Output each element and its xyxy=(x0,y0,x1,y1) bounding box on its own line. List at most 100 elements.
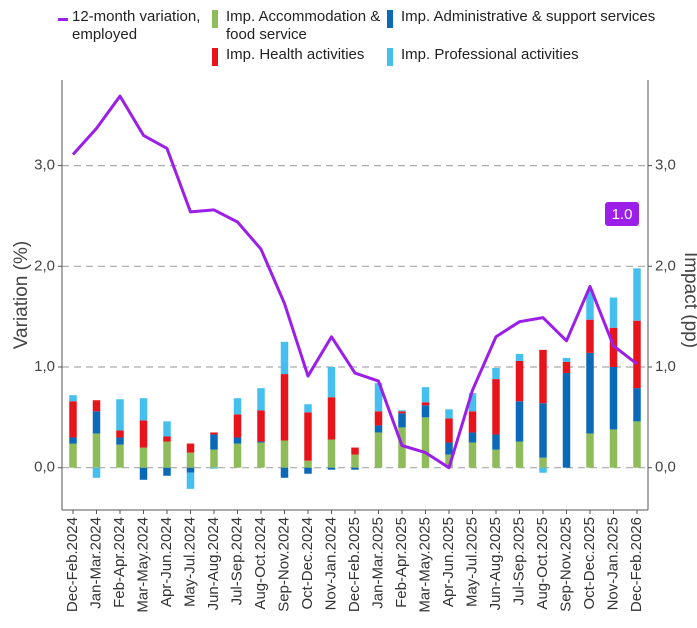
bar xyxy=(163,441,171,468)
x-tick-label: Jan-Mar.2024 xyxy=(87,517,104,609)
x-tick-label: Oct-Dec.2024 xyxy=(299,517,316,610)
bar xyxy=(586,433,594,468)
bar xyxy=(139,467,148,480)
x-tick-label: Mar-May.2025 xyxy=(416,517,433,613)
bar xyxy=(515,441,524,468)
bar xyxy=(257,441,265,443)
x-tick-label: Aug-Oct.2024 xyxy=(252,517,269,610)
bar xyxy=(92,467,101,478)
bar xyxy=(515,401,524,442)
bar xyxy=(116,430,124,438)
legend-label: 12-month variation, employed xyxy=(72,8,201,43)
bar xyxy=(398,410,406,412)
legend-swatch xyxy=(212,48,218,66)
bar xyxy=(374,432,383,468)
bar xyxy=(210,434,218,450)
x-tick-label: Aug-Oct.2025 xyxy=(534,517,551,610)
y-tick-label: 1,0 xyxy=(34,358,55,375)
x-tick-label: Sep-Nov.2024 xyxy=(275,517,292,612)
bar xyxy=(233,443,242,468)
bar xyxy=(280,467,289,478)
x-tick-label: Jun-Aug.2025 xyxy=(487,517,504,610)
legend-label: Imp. Administrative & support services xyxy=(401,8,656,25)
bar xyxy=(257,442,265,468)
legend-swatch xyxy=(58,18,68,21)
bar xyxy=(445,442,453,455)
x-tick-label: Jul-Sep.2025 xyxy=(510,517,527,605)
legend-label: Imp. Accommodation & food service xyxy=(226,8,381,43)
bar xyxy=(257,410,265,442)
legend-swatch xyxy=(387,48,393,66)
bar xyxy=(515,353,524,361)
bar xyxy=(421,387,430,403)
line xyxy=(71,94,638,470)
bar xyxy=(562,357,571,362)
bar xyxy=(445,409,453,419)
bar xyxy=(163,436,171,442)
bar xyxy=(539,349,547,404)
legend-label: Imp. Health activities xyxy=(226,46,365,63)
annotation: 1.0 xyxy=(612,206,633,223)
x-tick-label: Feb-Apr.2025 xyxy=(393,517,410,608)
bar xyxy=(327,467,336,470)
bar xyxy=(609,297,618,328)
bar xyxy=(139,447,148,468)
x-tick-label: May-Jul.2025 xyxy=(463,517,480,607)
x-tick-label: Apr-Jun.2025 xyxy=(440,517,457,607)
x-tick-label: May-Jul.2024 xyxy=(181,517,198,607)
bar xyxy=(116,399,124,431)
bar xyxy=(351,467,359,470)
legend-swatch xyxy=(387,10,393,28)
bar xyxy=(69,443,77,468)
legend-label: Imp. Professional activities xyxy=(401,46,579,63)
bar xyxy=(233,414,242,438)
bar xyxy=(233,437,242,444)
bar xyxy=(539,403,547,458)
x-tick-label: Feb-Apr.2024 xyxy=(111,517,128,608)
bar xyxy=(609,367,618,430)
bar xyxy=(468,393,477,412)
bar xyxy=(186,452,195,468)
bar xyxy=(515,360,524,402)
bar xyxy=(163,467,171,476)
bar xyxy=(468,442,477,468)
bar xyxy=(586,290,594,320)
bar xyxy=(539,457,547,468)
bar xyxy=(139,420,148,448)
bar xyxy=(586,319,594,353)
bar xyxy=(468,432,477,443)
x-tick-label: Dec-Feb.2024 xyxy=(64,517,81,612)
bar xyxy=(609,429,618,468)
y2-tick-label: 2,0 xyxy=(655,257,676,274)
bar xyxy=(304,404,312,413)
y2-tick-label: 1,0 xyxy=(655,358,676,375)
bar xyxy=(374,411,383,426)
x-tick-label: Mar-May.2024 xyxy=(134,517,151,613)
bar xyxy=(163,421,171,437)
bar xyxy=(69,395,77,402)
x-tick-label: Jul-Sep.2024 xyxy=(228,517,245,605)
bar xyxy=(92,433,101,468)
bar xyxy=(374,383,383,412)
bar xyxy=(492,449,500,468)
bar xyxy=(233,398,242,415)
bar xyxy=(139,398,148,421)
bar xyxy=(492,434,500,450)
bar xyxy=(351,454,359,468)
bar xyxy=(69,401,77,438)
x-tick-label: Apr-Jun.2024 xyxy=(158,517,175,607)
bar xyxy=(186,467,195,473)
bar xyxy=(421,402,430,406)
bar xyxy=(421,405,430,418)
bar xyxy=(186,443,195,453)
bar xyxy=(116,437,124,445)
bar xyxy=(398,413,406,428)
bar xyxy=(492,379,500,435)
x-tick-label: Nov-Jan.2024 xyxy=(322,517,339,610)
y-tick-label: 0,0 xyxy=(34,459,55,476)
bar xyxy=(304,460,312,468)
legend-swatch xyxy=(212,10,218,28)
x-tick-label: Jun-Aug.2024 xyxy=(205,517,222,610)
